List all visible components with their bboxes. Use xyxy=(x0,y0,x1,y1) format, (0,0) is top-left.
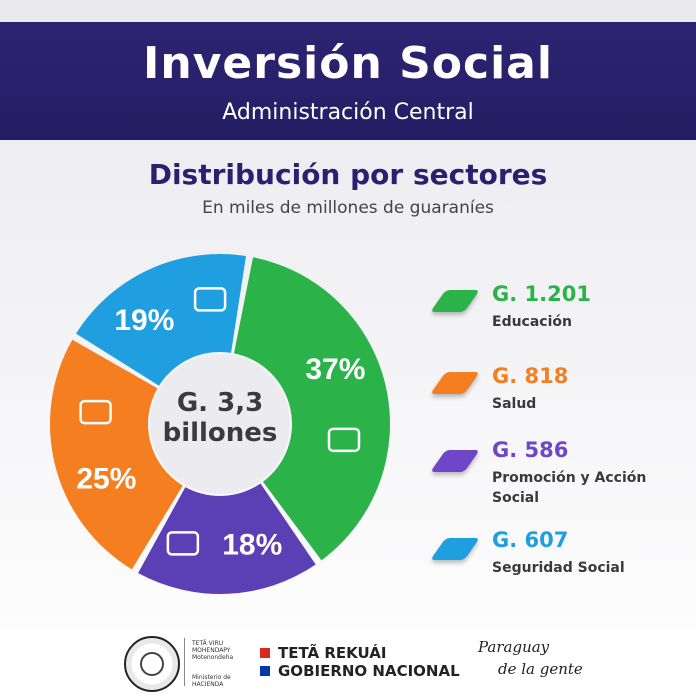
donut-slice-seguridad xyxy=(76,254,247,386)
legend-swatch xyxy=(430,290,480,312)
legend-item-seguridad: G. 607 Seguridad Social xyxy=(430,528,680,598)
seal-star-icon xyxy=(140,652,164,676)
family-house-icon xyxy=(166,531,200,556)
police-car-icon xyxy=(193,287,227,312)
donut-slice-educacion xyxy=(233,257,390,561)
chart-subheading: En miles de millones de guaraníes xyxy=(202,198,494,218)
flag-blue-square-icon xyxy=(260,666,270,676)
legend-item-salud: G. 818 Salud xyxy=(430,364,680,434)
legend-item-educacion: G. 1.201 Educación xyxy=(430,282,680,352)
chart-total-unit: billones xyxy=(162,418,278,448)
government-line2: GOBIERNO NACIONAL xyxy=(278,662,460,680)
legend-swatch xyxy=(430,450,480,472)
page-subtitle: Administración Central xyxy=(222,100,474,125)
donut-slice-promocion xyxy=(138,483,316,594)
slice-label-promocion: 18% xyxy=(222,529,282,562)
flag-red-square-icon xyxy=(260,648,270,658)
chart-heading: Distribución por sectores xyxy=(148,158,548,191)
brand-paraguay: Paraguay xyxy=(478,638,550,656)
legend-swatch xyxy=(430,538,480,560)
legend-item-promocion: G. 586 Promoción y Acción Social xyxy=(430,438,680,508)
legend-value: G. 1.201 xyxy=(492,282,591,306)
slice-label-salud: 25% xyxy=(76,463,136,496)
donut-chart: 37% 18% 25% 19% xyxy=(49,254,390,594)
legend-value: G. 818 xyxy=(492,364,569,388)
reading-person-icon xyxy=(327,427,361,453)
medical-kit-icon xyxy=(79,399,112,425)
legend-label: Promoción y Acción Social xyxy=(492,470,647,506)
page-title: Inversión Social xyxy=(143,38,553,89)
divider xyxy=(184,638,185,686)
header-banner: Inversión Social Administración Central xyxy=(0,22,696,140)
slice-label-seguridad: 19% xyxy=(114,304,174,337)
donut-slice-salud xyxy=(49,339,183,570)
footer: TETÃ VIRU MOHENDAPY Motenondeha Minister… xyxy=(0,628,696,696)
chart-total-amount: G. 3,3 xyxy=(176,388,264,418)
legend-label: Seguridad Social xyxy=(492,560,625,576)
slice-label-educacion: 37% xyxy=(305,353,365,386)
chart-total: G. 3,3 billones xyxy=(150,388,290,448)
ministry-name-spanish: Ministerio de HACIENDA xyxy=(192,674,231,688)
government-line1: TETÃ REKUÁI xyxy=(278,644,387,662)
legend-value: G. 586 xyxy=(492,438,569,462)
legend-label: Educación xyxy=(492,314,572,330)
national-seal-logo xyxy=(124,636,180,692)
brand-de-la-gente: de la gente xyxy=(498,660,583,678)
legend-label: Salud xyxy=(492,396,537,412)
legend-swatch xyxy=(430,372,480,394)
ministry-name-guarani: TETÃ VIRU MOHENDAPY Motenondeha xyxy=(192,640,234,661)
legend-value: G. 607 xyxy=(492,528,569,552)
donut-center xyxy=(150,354,290,494)
